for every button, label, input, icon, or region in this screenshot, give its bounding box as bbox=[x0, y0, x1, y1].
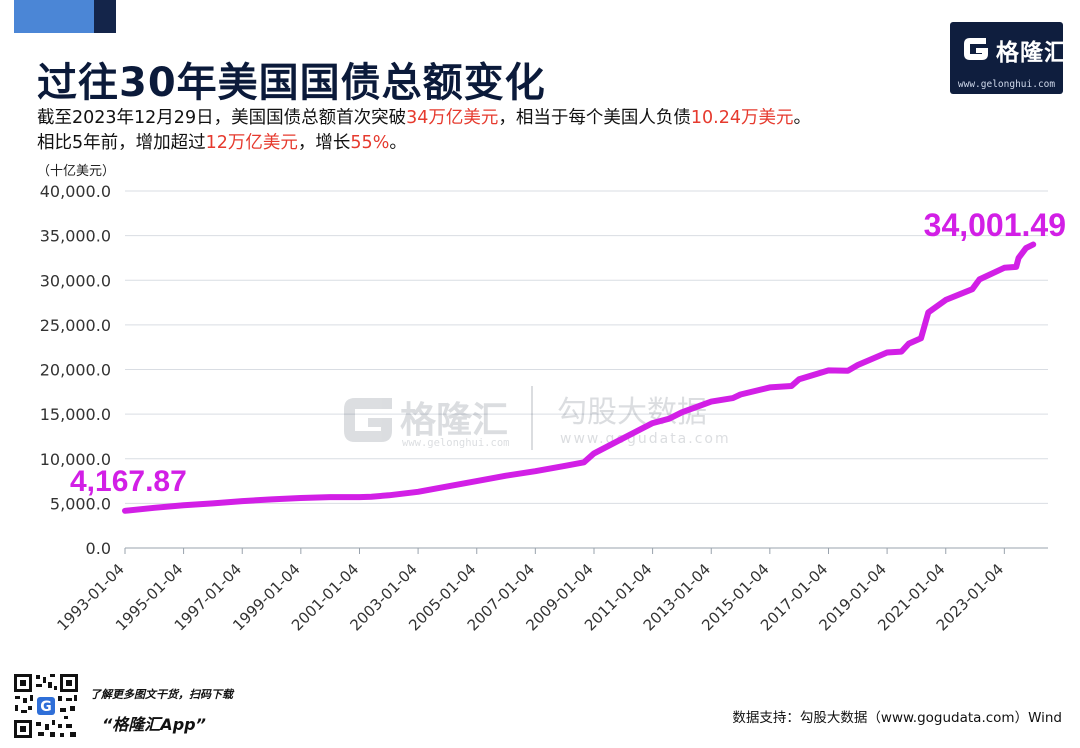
subtitle-line-2: 相比5年前，增加超过12万亿美元，增长55%。 bbox=[37, 131, 977, 156]
watermark-divider bbox=[531, 386, 533, 450]
subtitle-highlight: 12万亿美元 bbox=[205, 133, 298, 153]
top-accent-bar-dark bbox=[94, 0, 116, 33]
y-tick-label: 15,000.0 bbox=[40, 405, 111, 424]
subtitle-line-1: 截至2023年12月29日，美国国债总额首次突破34万亿美元，相当于每个美国人负… bbox=[37, 106, 977, 131]
watermark-g-icon bbox=[344, 398, 392, 442]
top-accent-bar-blue bbox=[14, 0, 94, 33]
qr-code[interactable]: G bbox=[12, 672, 80, 740]
start-value-label: 4,167.87 bbox=[70, 465, 187, 498]
y-tick-label: 25,000.0 bbox=[40, 316, 111, 335]
y-tick-label: 20,000.0 bbox=[40, 361, 111, 380]
subtitle-highlight: 55% bbox=[350, 133, 390, 153]
g-logo-icon bbox=[964, 38, 988, 60]
footer-app-name: “格隆汇App” bbox=[102, 715, 206, 734]
svg-text:G: G bbox=[40, 699, 52, 715]
brand-logo-url: www.gelonghui.com bbox=[957, 79, 1056, 90]
watermark-brand-1-url: www.gelonghui.com bbox=[402, 437, 509, 449]
y-tick-label: 0.0 bbox=[86, 539, 111, 558]
subtitle-highlight: 10.24万美元 bbox=[690, 108, 794, 128]
subtitle-text: 相比5年前，增加超过 bbox=[37, 133, 206, 153]
watermark: 格隆汇 www.gelonghui.com 勾股大数据 www.gogudata… bbox=[344, 386, 731, 450]
y-tick-label: 5,000.0 bbox=[50, 494, 111, 513]
subtitle-text: 。 bbox=[389, 133, 407, 153]
series-line bbox=[122, 241, 1037, 514]
subtitle-text: ，增长 bbox=[297, 133, 351, 153]
brand-logo[interactable]: 格隆汇 www.gelonghui.com bbox=[950, 22, 1063, 94]
subtitle-highlight: 34万亿美元 bbox=[406, 108, 499, 128]
chart-title: 过往30年美国国债总额变化 bbox=[37, 60, 546, 106]
data-source: 数据支持：勾股大数据（www.gogudata.com）Wind bbox=[732, 710, 1062, 726]
brand-logo-text: 格隆汇 bbox=[996, 40, 1063, 66]
subtitle-text: ，相当于每个美国人负债 bbox=[498, 108, 691, 128]
y-tick-label: 35,000.0 bbox=[40, 227, 111, 246]
end-value-label: 34,001.49 bbox=[924, 207, 1066, 243]
y-tick-label: 10,000.0 bbox=[40, 450, 111, 469]
y-tick-label: 30,000.0 bbox=[40, 271, 111, 290]
subtitle-text: 截至2023年12月29日，美国国债总额首次突破 bbox=[37, 108, 407, 128]
chart-subtitle: 截至2023年12月29日，美国国债总额首次突破34万亿美元，相当于每个美国人负… bbox=[37, 106, 977, 156]
watermark-brand-2-url: www.gogudata.com bbox=[560, 431, 731, 447]
footer-tagline: 了解更多图文干货，扫码下载 bbox=[90, 688, 233, 701]
y-tick-label: 40,000.0 bbox=[40, 182, 111, 201]
watermark-brand-1: 格隆汇 bbox=[400, 400, 508, 441]
y-axis-unit-label: （十亿美元） bbox=[37, 164, 116, 179]
subtitle-text: 。 bbox=[793, 108, 811, 128]
